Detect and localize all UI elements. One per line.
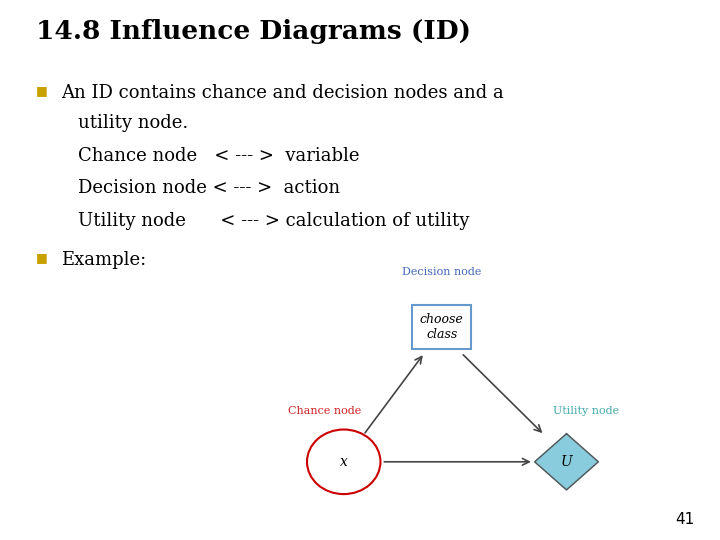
Text: ■: ■: [36, 84, 48, 97]
Text: U: U: [561, 455, 572, 469]
Text: Decision node < --- >  action: Decision node < --- > action: [78, 179, 340, 197]
Text: ■: ■: [36, 251, 48, 264]
Ellipse shape: [307, 429, 380, 494]
Text: Chance node: Chance node: [287, 406, 361, 416]
Text: Example:: Example:: [61, 251, 146, 269]
Text: Utility node: Utility node: [553, 406, 619, 416]
Text: x: x: [340, 455, 348, 469]
Text: An ID contains chance and decision nodes and a: An ID contains chance and decision nodes…: [61, 84, 504, 102]
Text: choose
class: choose class: [420, 313, 464, 341]
Text: utility node.: utility node.: [78, 114, 188, 132]
Text: Decision node: Decision node: [402, 267, 482, 277]
Text: 14.8 Influence Diagrams (ID): 14.8 Influence Diagrams (ID): [36, 19, 471, 44]
Text: 41: 41: [675, 511, 695, 526]
Text: Utility node      < --- > calculation of utility: Utility node < --- > calculation of util…: [78, 212, 469, 230]
Polygon shape: [535, 434, 598, 490]
Bar: [413, 305, 471, 349]
Text: Chance node   < --- >  variable: Chance node < --- > variable: [78, 147, 359, 165]
